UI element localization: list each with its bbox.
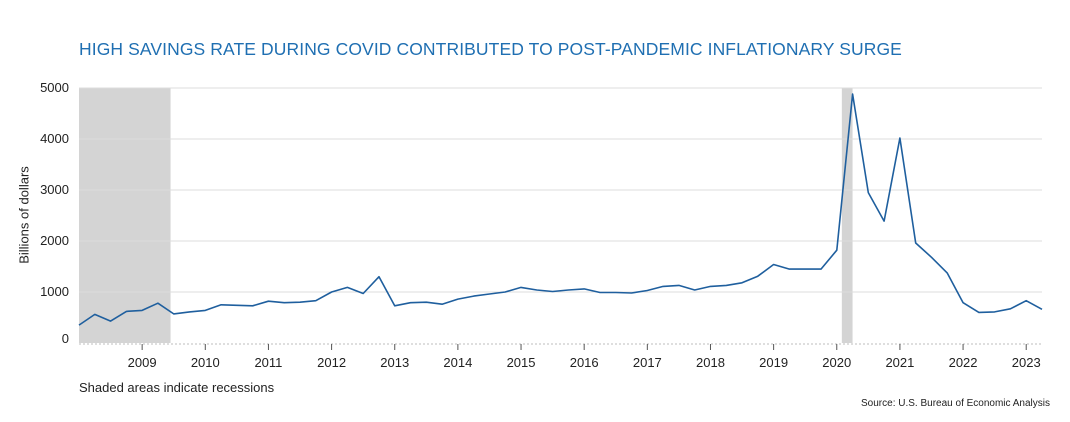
y-tick-label: 0 [62, 331, 69, 346]
x-tick-label: 2016 [570, 355, 599, 370]
y-tick-label: 3000 [40, 182, 69, 197]
recession-shading [79, 88, 853, 343]
y-tick-label: 5000 [40, 80, 69, 95]
y-tick-label: 2000 [40, 233, 69, 248]
recession-band [841, 88, 853, 343]
x-tick-label: 2017 [633, 355, 662, 370]
x-tick-label: 2015 [507, 355, 536, 370]
x-tick-label: 2013 [380, 355, 409, 370]
recession-band [79, 88, 171, 343]
series-lines [78, 93, 1043, 326]
x-tick-label: 2014 [443, 355, 472, 370]
x-tick-label: 2011 [254, 355, 282, 370]
x-tick-label: 2010 [191, 355, 220, 370]
series-line [78, 93, 1043, 326]
gridlines [79, 87, 1042, 293]
x-tick-label: 2023 [1012, 355, 1041, 370]
y-tick-label: 4000 [40, 131, 69, 146]
x-tick-label: 2012 [317, 355, 346, 370]
x-tick-label: 2020 [822, 355, 851, 370]
source-note: Source: U.S. Bureau of Economic Analysis [861, 398, 1050, 409]
chart-title: HIGH SAVINGS RATE DURING COVID CONTRIBUT… [79, 39, 902, 59]
x-tick-label: 2019 [759, 355, 788, 370]
x-tick-label: 2009 [128, 355, 157, 370]
axes: 0 1000 2000 3000 4000 5000 2009 2010 2011 2012 201… [40, 80, 1042, 370]
x-tick-label: 2022 [949, 355, 978, 370]
x-tick-label: 2018 [696, 355, 725, 370]
y-tick-label: 1000 [40, 284, 69, 299]
x-tick-label: 2021 [885, 355, 914, 370]
recession-footnote: Shaded areas indicate recessions [79, 380, 275, 395]
